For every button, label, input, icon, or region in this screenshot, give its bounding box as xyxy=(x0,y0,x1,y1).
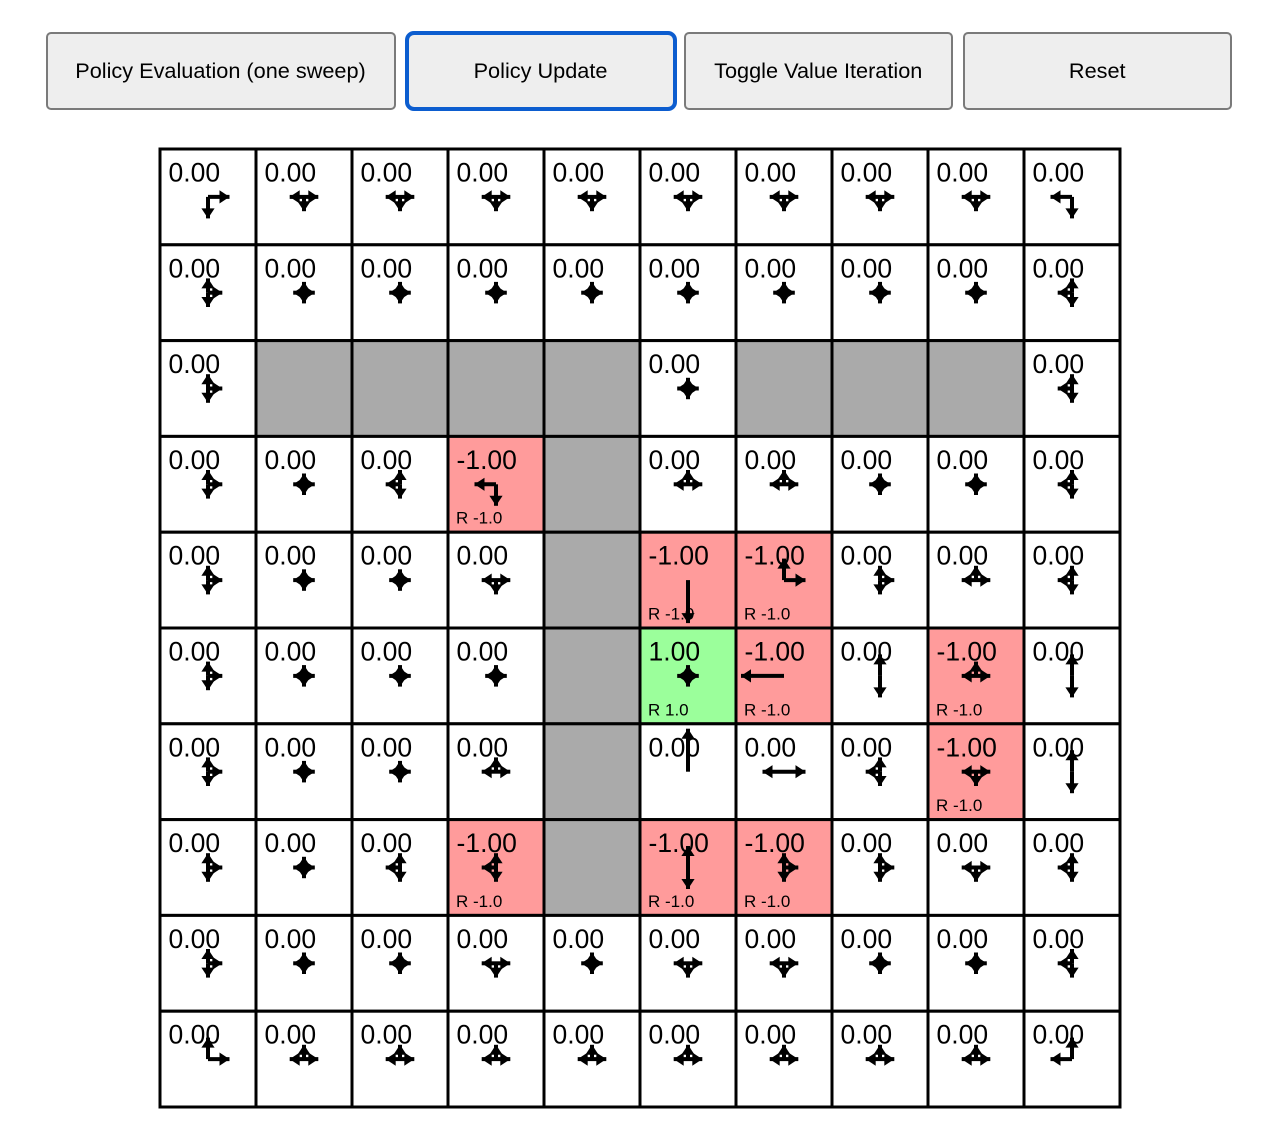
svg-text:0.00: 0.00 xyxy=(841,541,893,571)
svg-text:0.00: 0.00 xyxy=(649,924,701,954)
svg-text:1.00: 1.00 xyxy=(649,637,701,667)
svg-text:0.00: 0.00 xyxy=(265,924,317,954)
svg-text:0.00: 0.00 xyxy=(1033,541,1085,571)
svg-text:0.00: 0.00 xyxy=(361,1020,413,1050)
svg-text:R -1.0: R -1.0 xyxy=(744,700,790,719)
svg-text:0.00: 0.00 xyxy=(169,637,221,667)
svg-text:0.00: 0.00 xyxy=(361,828,413,858)
svg-text:0.00: 0.00 xyxy=(745,158,797,188)
svg-text:0.00: 0.00 xyxy=(1033,349,1085,379)
svg-text:-1.00: -1.00 xyxy=(457,828,517,858)
svg-text:R -1.0: R -1.0 xyxy=(648,605,694,624)
svg-text:0.00: 0.00 xyxy=(841,445,893,475)
svg-text:0.00: 0.00 xyxy=(841,828,893,858)
svg-text:0.00: 0.00 xyxy=(169,253,221,283)
svg-text:0.00: 0.00 xyxy=(457,1020,509,1050)
svg-text:0.00: 0.00 xyxy=(457,158,509,188)
svg-text:0.00: 0.00 xyxy=(265,445,317,475)
svg-text:-1.00: -1.00 xyxy=(745,541,805,571)
svg-text:0.00: 0.00 xyxy=(265,541,317,571)
svg-text:0.00: 0.00 xyxy=(169,445,221,475)
svg-text:R -1.0: R -1.0 xyxy=(648,892,694,911)
svg-text:0.00: 0.00 xyxy=(361,732,413,762)
svg-text:R -1.0: R -1.0 xyxy=(456,892,502,911)
svg-text:0.00: 0.00 xyxy=(457,253,509,283)
svg-text:0.00: 0.00 xyxy=(649,445,701,475)
svg-text:0.00: 0.00 xyxy=(361,637,413,667)
svg-text:0.00: 0.00 xyxy=(1033,828,1085,858)
svg-text:0.00: 0.00 xyxy=(265,828,317,858)
svg-text:0.00: 0.00 xyxy=(745,732,797,762)
svg-text:0.00: 0.00 xyxy=(1033,158,1085,188)
svg-text:R -1.0: R -1.0 xyxy=(456,509,502,528)
svg-text:0.00: 0.00 xyxy=(1033,445,1085,475)
svg-text:0.00: 0.00 xyxy=(265,732,317,762)
svg-text:0.00: 0.00 xyxy=(553,924,605,954)
svg-text:-1.00: -1.00 xyxy=(937,637,997,667)
svg-text:0.00: 0.00 xyxy=(169,828,221,858)
svg-text:0.00: 0.00 xyxy=(553,158,605,188)
svg-text:0.00: 0.00 xyxy=(265,1020,317,1050)
svg-text:0.00: 0.00 xyxy=(169,541,221,571)
svg-text:0.00: 0.00 xyxy=(937,924,989,954)
svg-text:0.00: 0.00 xyxy=(1033,924,1085,954)
svg-text:R -1.0: R -1.0 xyxy=(744,892,790,911)
svg-text:0.00: 0.00 xyxy=(841,1020,893,1050)
svg-text:0.00: 0.00 xyxy=(169,732,221,762)
svg-text:0.00: 0.00 xyxy=(937,828,989,858)
svg-text:0.00: 0.00 xyxy=(361,158,413,188)
svg-text:0.00: 0.00 xyxy=(169,924,221,954)
svg-text:0.00: 0.00 xyxy=(1033,253,1085,283)
svg-text:-1.00: -1.00 xyxy=(649,828,709,858)
svg-text:-1.00: -1.00 xyxy=(649,541,709,571)
svg-text:0.00: 0.00 xyxy=(361,445,413,475)
svg-text:-1.00: -1.00 xyxy=(745,828,805,858)
svg-text:0.00: 0.00 xyxy=(169,158,221,188)
svg-text:0.00: 0.00 xyxy=(745,253,797,283)
svg-text:0.00: 0.00 xyxy=(937,541,989,571)
svg-text:0.00: 0.00 xyxy=(553,253,605,283)
svg-text:0.00: 0.00 xyxy=(841,253,893,283)
svg-text:R -1.0: R -1.0 xyxy=(936,796,982,815)
svg-text:0.00: 0.00 xyxy=(745,924,797,954)
svg-text:0.00: 0.00 xyxy=(361,924,413,954)
svg-text:0.00: 0.00 xyxy=(265,253,317,283)
svg-text:R 1.0: R 1.0 xyxy=(648,700,689,719)
svg-text:0.00: 0.00 xyxy=(457,732,509,762)
svg-text:0.00: 0.00 xyxy=(265,158,317,188)
svg-text:-1.00: -1.00 xyxy=(937,732,997,762)
svg-text:0.00: 0.00 xyxy=(937,158,989,188)
svg-text:0.00: 0.00 xyxy=(937,1020,989,1050)
svg-text:0.00: 0.00 xyxy=(169,349,221,379)
svg-text:0.00: 0.00 xyxy=(457,541,509,571)
svg-text:R -1.0: R -1.0 xyxy=(936,700,982,719)
svg-text:0.00: 0.00 xyxy=(745,1020,797,1050)
svg-text:0.00: 0.00 xyxy=(361,253,413,283)
svg-text:0.00: 0.00 xyxy=(937,253,989,283)
svg-text:0.00: 0.00 xyxy=(649,253,701,283)
svg-text:R -1.0: R -1.0 xyxy=(744,605,790,624)
svg-text:0.00: 0.00 xyxy=(649,1020,701,1050)
svg-text:0.00: 0.00 xyxy=(265,637,317,667)
svg-text:0.00: 0.00 xyxy=(841,924,893,954)
svg-text:-1.00: -1.00 xyxy=(457,445,517,475)
svg-text:0.00: 0.00 xyxy=(649,158,701,188)
svg-text:0.00: 0.00 xyxy=(457,924,509,954)
svg-text:0.00: 0.00 xyxy=(937,445,989,475)
svg-text:0.00: 0.00 xyxy=(361,541,413,571)
svg-text:0.00: 0.00 xyxy=(457,637,509,667)
svg-text:0.00: 0.00 xyxy=(553,1020,605,1050)
svg-text:0.00: 0.00 xyxy=(745,445,797,475)
svg-text:0.00: 0.00 xyxy=(649,349,701,379)
svg-text:-1.00: -1.00 xyxy=(745,637,805,667)
svg-text:0.00: 0.00 xyxy=(841,158,893,188)
svg-text:0.00: 0.00 xyxy=(841,732,893,762)
